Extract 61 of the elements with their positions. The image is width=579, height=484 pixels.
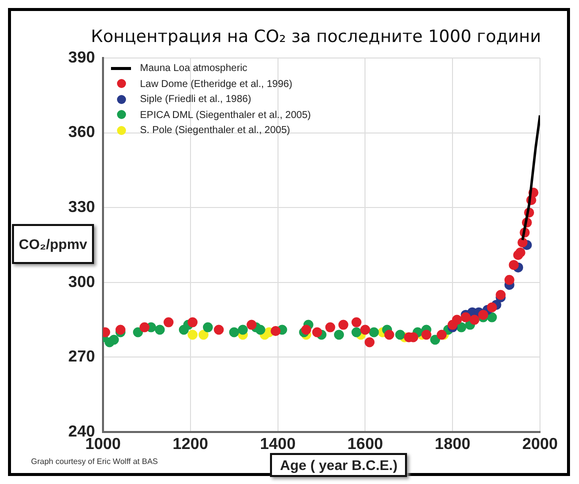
point <box>508 260 519 270</box>
point <box>504 274 514 285</box>
point <box>115 324 126 335</box>
x-tick-label: 1800 <box>434 436 470 454</box>
y-tick-label: 270 <box>68 348 96 366</box>
point <box>255 324 266 335</box>
point <box>312 327 322 338</box>
point <box>198 330 209 340</box>
x-tick-label: 1400 <box>260 436 296 454</box>
point <box>478 310 488 320</box>
chart-title: Концентрация на CO₂ за последните 1000 години <box>90 27 542 47</box>
point <box>395 330 406 340</box>
point <box>486 312 497 322</box>
legend-label: EPICA DML (Siegenthaler et al., 2005) <box>140 108 311 122</box>
point <box>430 334 440 345</box>
legend-label: Siple (Friedli et al., 1986) <box>140 93 252 107</box>
point <box>202 322 213 332</box>
point <box>351 327 362 338</box>
point <box>325 322 336 332</box>
point <box>188 317 198 328</box>
x-axis-title: Age ( year B.C.E.) <box>270 453 408 477</box>
point <box>229 327 240 338</box>
point <box>338 320 348 330</box>
text: Graph courtesy of Eric Wolff at BAS <box>31 457 158 466</box>
point <box>486 302 497 312</box>
point <box>452 314 462 325</box>
point <box>384 330 394 340</box>
point <box>360 324 370 335</box>
point <box>238 324 248 335</box>
point <box>351 317 362 328</box>
point <box>496 290 506 300</box>
point <box>164 317 174 328</box>
point <box>270 326 281 336</box>
point <box>214 324 224 335</box>
point <box>368 327 379 338</box>
legend-label: Law Dome (Etheridge et al., 1996) <box>140 78 292 92</box>
point <box>108 334 119 345</box>
point <box>460 312 471 322</box>
y-tick-label: 330 <box>68 199 96 216</box>
y-tick-label: 360 <box>68 124 96 142</box>
point <box>154 324 165 335</box>
y-axis-title: CO₂/ppmv <box>12 224 94 264</box>
legend-label: Mauna Loa atmospheric <box>140 62 248 76</box>
point <box>188 330 198 340</box>
legend-label: S. Pole (Siegenthaler et al., 2005) <box>140 124 290 138</box>
point <box>421 330 432 340</box>
x-tick-label: 1000 <box>85 436 121 454</box>
point <box>140 322 150 332</box>
y-tick-label: 390 <box>68 49 96 66</box>
point <box>518 238 528 248</box>
y-tick-label: 300 <box>68 274 96 291</box>
x-tick-label: 1200 <box>172 436 208 454</box>
point <box>469 314 480 325</box>
point <box>334 330 344 340</box>
point <box>515 247 526 258</box>
point <box>246 320 257 330</box>
point <box>132 327 143 338</box>
point <box>301 324 312 335</box>
point <box>364 337 375 348</box>
x-tick-label: 1600 <box>347 436 384 454</box>
x-tick-label: 2000 <box>522 436 558 454</box>
